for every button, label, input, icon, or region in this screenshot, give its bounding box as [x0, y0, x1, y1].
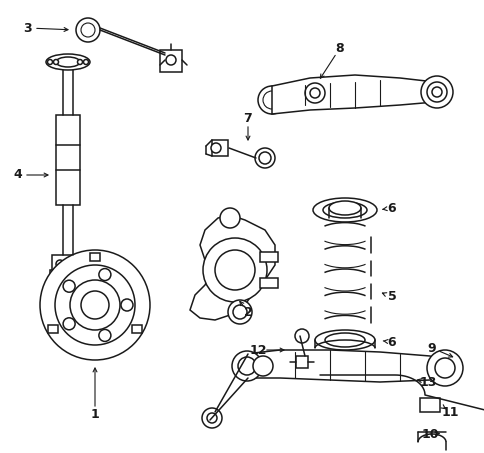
Circle shape — [77, 59, 82, 64]
Circle shape — [220, 208, 240, 228]
Circle shape — [431, 87, 441, 97]
FancyBboxPatch shape — [131, 325, 141, 333]
Circle shape — [214, 250, 255, 290]
Circle shape — [231, 351, 261, 381]
Circle shape — [47, 59, 52, 64]
Polygon shape — [244, 350, 444, 382]
Text: 4: 4 — [14, 169, 22, 182]
Circle shape — [121, 299, 133, 311]
Circle shape — [76, 18, 100, 42]
Ellipse shape — [314, 330, 374, 350]
Text: 6: 6 — [387, 336, 395, 348]
Circle shape — [63, 280, 75, 292]
Polygon shape — [190, 215, 274, 320]
FancyBboxPatch shape — [259, 278, 277, 288]
Circle shape — [294, 329, 308, 343]
Circle shape — [203, 238, 267, 302]
Circle shape — [83, 59, 88, 64]
Circle shape — [253, 356, 272, 376]
Circle shape — [99, 329, 111, 342]
Circle shape — [227, 300, 252, 324]
Circle shape — [434, 358, 454, 378]
Text: 1: 1 — [91, 409, 99, 421]
Circle shape — [50, 278, 58, 284]
Text: 10: 10 — [421, 429, 438, 442]
FancyBboxPatch shape — [78, 270, 86, 292]
Text: 9: 9 — [427, 342, 436, 355]
Polygon shape — [272, 75, 439, 114]
Text: 13: 13 — [419, 376, 436, 389]
Text: 5: 5 — [387, 290, 395, 304]
Circle shape — [211, 143, 221, 153]
Circle shape — [304, 83, 324, 103]
FancyBboxPatch shape — [212, 140, 227, 156]
FancyBboxPatch shape — [160, 50, 182, 72]
Circle shape — [78, 278, 85, 284]
Circle shape — [201, 408, 222, 428]
FancyBboxPatch shape — [52, 255, 84, 273]
Text: 11: 11 — [440, 405, 458, 419]
Circle shape — [232, 305, 246, 319]
Text: 6: 6 — [387, 202, 395, 215]
Text: 12: 12 — [249, 343, 266, 357]
Circle shape — [255, 148, 274, 168]
Circle shape — [258, 152, 271, 164]
Text: 2: 2 — [243, 305, 252, 318]
Circle shape — [238, 357, 256, 375]
Circle shape — [56, 260, 64, 268]
Ellipse shape — [56, 57, 80, 67]
Circle shape — [99, 269, 111, 280]
FancyBboxPatch shape — [50, 270, 58, 292]
Ellipse shape — [324, 333, 364, 347]
Ellipse shape — [328, 201, 360, 215]
FancyBboxPatch shape — [295, 356, 307, 368]
Ellipse shape — [322, 202, 366, 218]
Circle shape — [53, 59, 59, 64]
Circle shape — [426, 82, 446, 102]
FancyBboxPatch shape — [419, 398, 439, 412]
Circle shape — [257, 86, 286, 114]
FancyBboxPatch shape — [90, 253, 100, 261]
Circle shape — [70, 280, 120, 330]
Circle shape — [309, 88, 319, 98]
Text: 8: 8 — [335, 42, 344, 54]
Circle shape — [81, 291, 109, 319]
Circle shape — [166, 55, 176, 65]
Circle shape — [81, 23, 95, 37]
Text: 3: 3 — [24, 21, 32, 34]
Circle shape — [55, 265, 135, 345]
Circle shape — [207, 413, 216, 423]
FancyBboxPatch shape — [56, 115, 80, 205]
FancyBboxPatch shape — [48, 325, 58, 333]
Circle shape — [40, 250, 150, 360]
Circle shape — [63, 318, 75, 330]
Circle shape — [72, 260, 80, 268]
Ellipse shape — [312, 198, 376, 222]
Circle shape — [426, 350, 462, 386]
Circle shape — [262, 91, 280, 109]
Circle shape — [420, 76, 452, 108]
FancyBboxPatch shape — [259, 252, 277, 262]
Ellipse shape — [46, 54, 90, 70]
Text: 7: 7 — [243, 111, 252, 125]
